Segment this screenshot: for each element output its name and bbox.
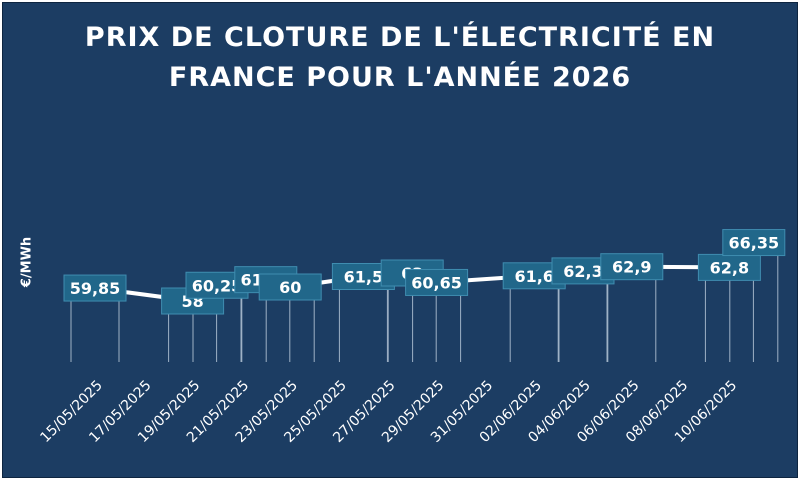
data-label: 60,65	[411, 273, 462, 292]
chart-title: PRIX DE CLOTURE DE L'ÉLECTRICITÉ EN FRAN…	[0, 18, 800, 98]
data-label: 60,25	[192, 276, 243, 295]
data-label-box	[600, 253, 664, 281]
data-label-box	[258, 273, 322, 301]
data-label: 60	[279, 278, 301, 297]
data-label: 66,35	[728, 234, 779, 253]
data-label: 62,8	[710, 258, 749, 277]
data-label: 61,6	[514, 267, 553, 286]
data-label-box	[722, 229, 786, 257]
data-label: 62,9	[612, 258, 651, 277]
data-label-box	[405, 268, 469, 296]
data-label: 59,85	[70, 279, 121, 298]
data-label: 62,3	[563, 262, 602, 281]
data-label: 61,5	[344, 268, 383, 287]
data-label-box	[63, 274, 127, 302]
chart-title-line-1: PRIX DE CLOTURE DE L'ÉLECTRICITÉ EN	[84, 22, 716, 53]
chart-title-line-2: FRANCE POUR L'ANNÉE 2026	[168, 62, 632, 93]
